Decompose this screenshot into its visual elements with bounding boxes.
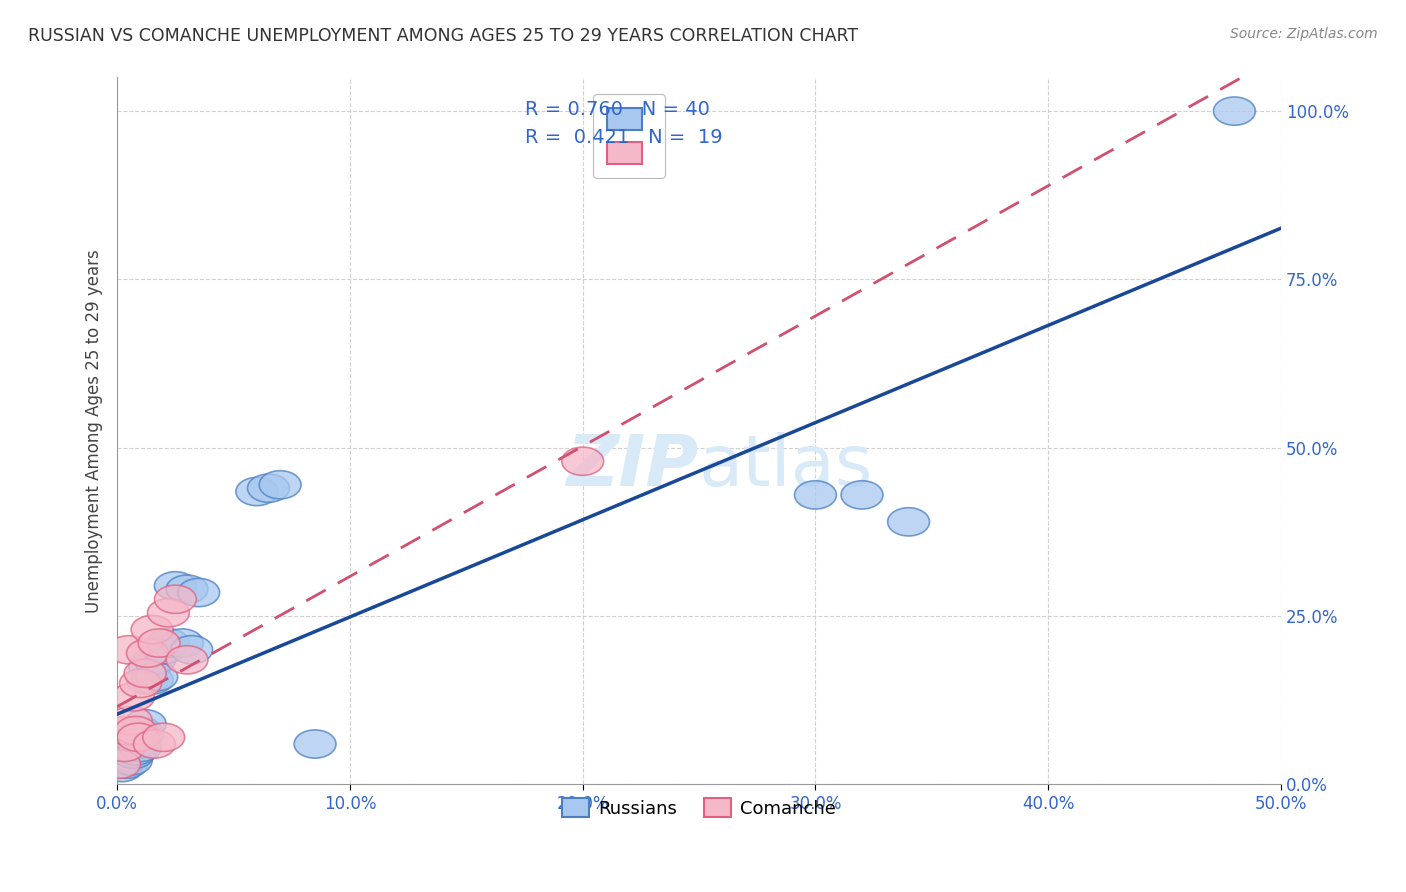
Ellipse shape — [115, 737, 156, 765]
Ellipse shape — [236, 477, 278, 506]
Ellipse shape — [115, 716, 156, 745]
Ellipse shape — [98, 750, 141, 779]
Ellipse shape — [148, 599, 190, 627]
Ellipse shape — [170, 636, 212, 664]
Ellipse shape — [124, 710, 166, 738]
Text: Source: ZipAtlas.com: Source: ZipAtlas.com — [1230, 27, 1378, 41]
Ellipse shape — [841, 481, 883, 509]
Ellipse shape — [166, 575, 208, 603]
Ellipse shape — [120, 669, 162, 698]
Ellipse shape — [120, 716, 162, 745]
Ellipse shape — [120, 733, 162, 762]
Ellipse shape — [117, 730, 159, 758]
Ellipse shape — [98, 750, 141, 779]
Ellipse shape — [117, 723, 159, 751]
Ellipse shape — [112, 740, 155, 768]
Ellipse shape — [134, 730, 176, 758]
Ellipse shape — [105, 716, 148, 745]
Ellipse shape — [103, 733, 145, 762]
Legend: Russians, Comanche: Russians, Comanche — [555, 791, 844, 825]
Ellipse shape — [127, 639, 169, 667]
Ellipse shape — [103, 737, 145, 765]
Ellipse shape — [112, 682, 155, 711]
Ellipse shape — [259, 471, 301, 499]
Ellipse shape — [166, 646, 208, 674]
Ellipse shape — [155, 572, 197, 600]
Ellipse shape — [148, 629, 190, 657]
Ellipse shape — [108, 743, 150, 772]
Ellipse shape — [155, 585, 197, 614]
Ellipse shape — [112, 726, 155, 755]
Ellipse shape — [143, 636, 184, 664]
Ellipse shape — [108, 733, 150, 762]
Ellipse shape — [122, 720, 163, 748]
Ellipse shape — [162, 629, 204, 657]
Text: R =  0.421   N =  19: R = 0.421 N = 19 — [524, 128, 723, 147]
Ellipse shape — [131, 615, 173, 644]
Ellipse shape — [136, 663, 177, 690]
Ellipse shape — [143, 723, 184, 751]
Ellipse shape — [110, 723, 152, 751]
Ellipse shape — [127, 666, 169, 694]
Ellipse shape — [115, 720, 156, 748]
Ellipse shape — [103, 747, 145, 775]
Ellipse shape — [105, 730, 148, 758]
Text: atlas: atlas — [699, 432, 873, 500]
Ellipse shape — [131, 666, 173, 694]
Text: R = 0.760   N = 40: R = 0.760 N = 40 — [524, 100, 710, 119]
Ellipse shape — [134, 646, 176, 674]
Text: ZIP: ZIP — [567, 432, 699, 500]
Ellipse shape — [129, 652, 170, 681]
Ellipse shape — [110, 706, 152, 735]
Ellipse shape — [562, 447, 603, 475]
Ellipse shape — [177, 578, 219, 607]
Ellipse shape — [1213, 97, 1256, 125]
Text: RUSSIAN VS COMANCHE UNEMPLOYMENT AMONG AGES 25 TO 29 YEARS CORRELATION CHART: RUSSIAN VS COMANCHE UNEMPLOYMENT AMONG A… — [28, 27, 858, 45]
Ellipse shape — [108, 636, 150, 664]
Ellipse shape — [110, 747, 152, 775]
Ellipse shape — [101, 754, 143, 781]
Ellipse shape — [887, 508, 929, 536]
Ellipse shape — [294, 730, 336, 758]
Ellipse shape — [247, 474, 290, 502]
Ellipse shape — [105, 750, 148, 779]
Ellipse shape — [124, 659, 166, 688]
Ellipse shape — [138, 629, 180, 657]
Y-axis label: Unemployment Among Ages 25 to 29 years: Unemployment Among Ages 25 to 29 years — [86, 249, 103, 613]
Ellipse shape — [101, 740, 143, 768]
Ellipse shape — [794, 481, 837, 509]
